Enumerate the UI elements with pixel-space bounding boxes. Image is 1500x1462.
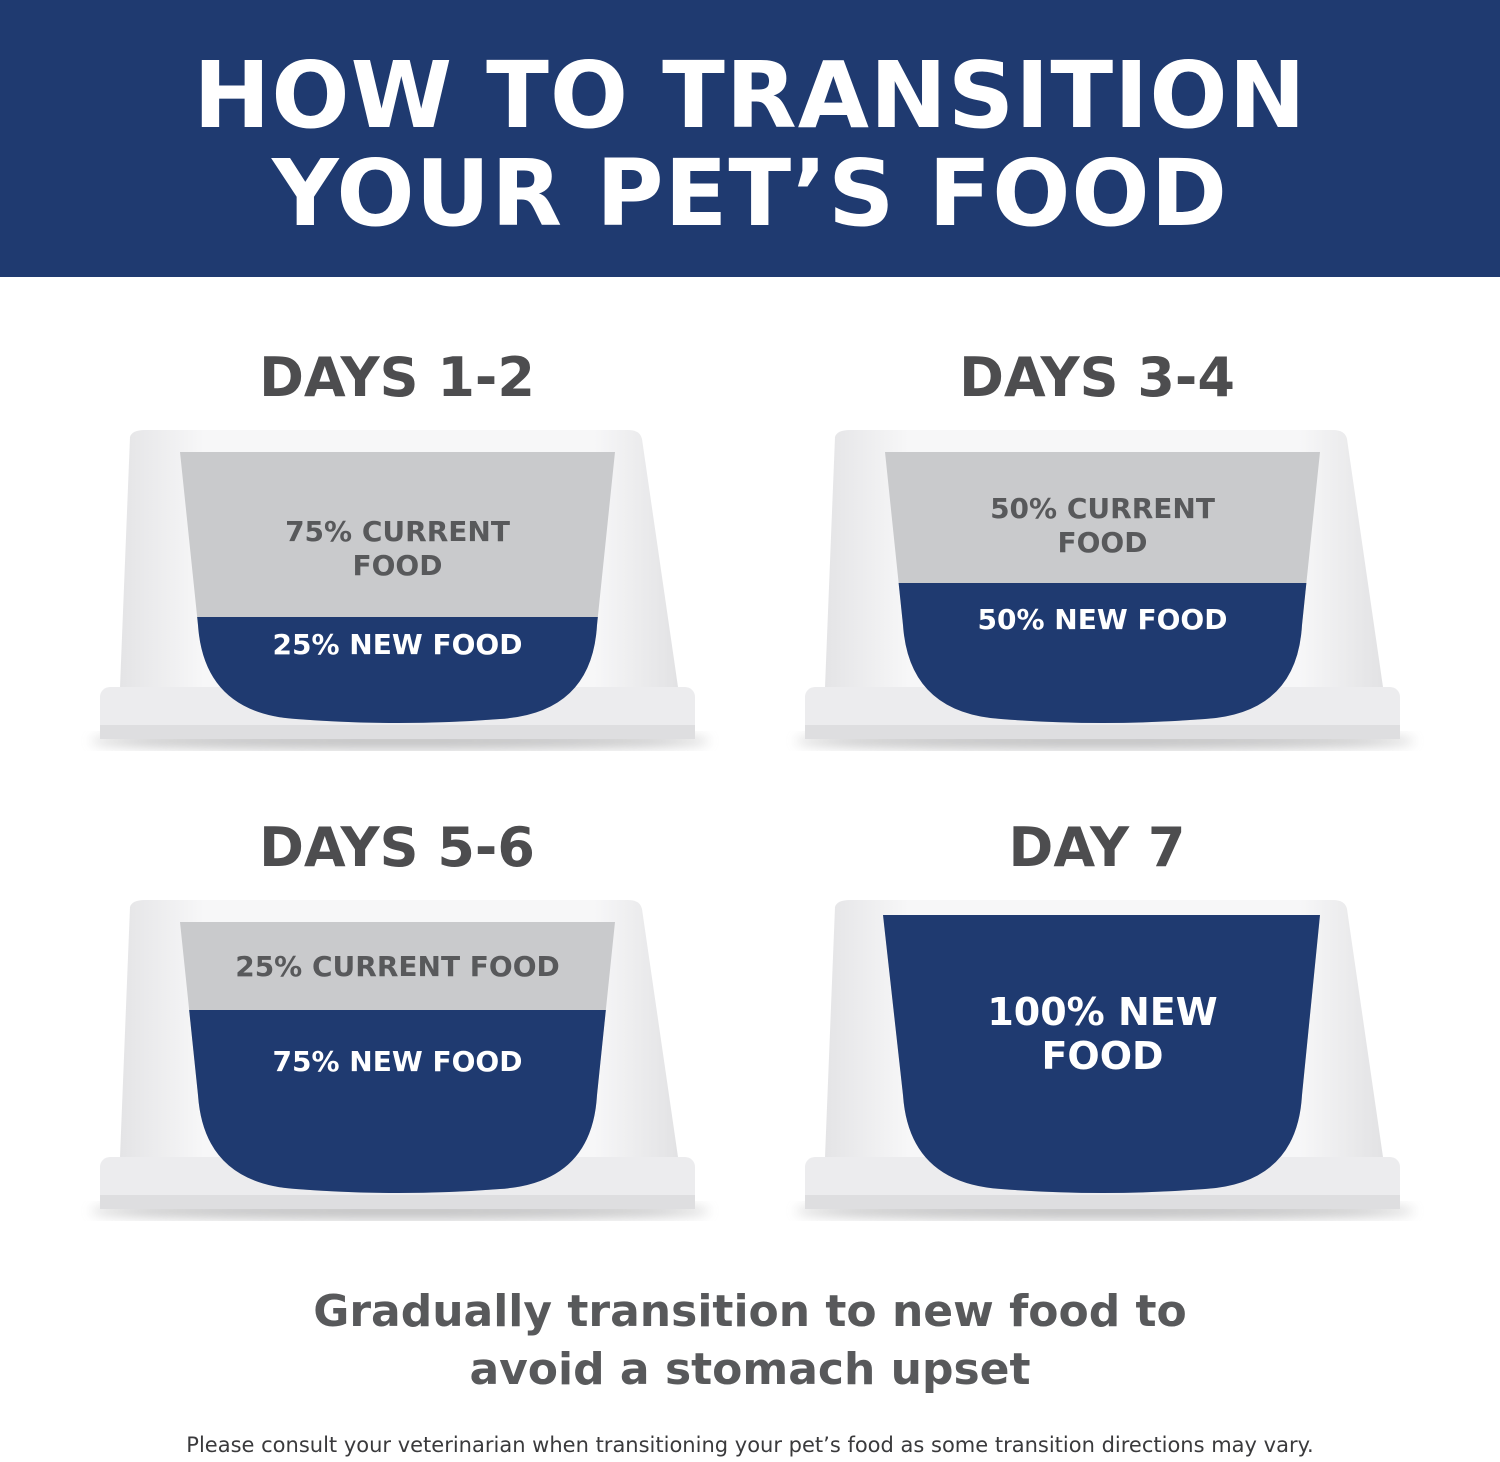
bowl-days-3-4: 50% CURRENT FOOD 50% NEW FOOD	[795, 425, 1425, 765]
bowl-graphic	[795, 430, 1415, 749]
header-banner: HOW TO TRANSITION YOUR PET’S FOOD	[0, 0, 1500, 277]
bowl-graphic	[90, 900, 710, 1219]
new-food-label: 75% NEW FOOD	[272, 1045, 523, 1078]
new-food-label: 25% NEW FOOD	[272, 628, 523, 661]
new-food-fill	[180, 1010, 615, 1193]
current-food-label: 50% CURRENT FOOD	[990, 492, 1215, 559]
new-food-fill	[180, 617, 615, 723]
title-line-1: HOW TO TRANSITION	[193, 42, 1307, 149]
tagline-line-1: Gradually transition to new food to	[313, 1286, 1187, 1337]
tagline-line-2: avoid a stomach upset	[469, 1344, 1031, 1395]
disclaimer: Please consult your veterinarian when tr…	[186, 1433, 1314, 1457]
new-food-label: 100% NEW FOOD	[987, 990, 1218, 1078]
new-food-fill	[883, 915, 1320, 1193]
step-title-days-5-6: DAYS 5-6	[259, 816, 535, 879]
bowl-days-5-6: 25% CURRENT FOOD 75% NEW FOOD	[90, 895, 720, 1235]
new-food-label: 50% NEW FOOD	[977, 603, 1228, 636]
current-food-label: 25% CURRENT FOOD	[235, 950, 560, 983]
bowl-graphic	[90, 430, 710, 749]
bowl-days-1-2: 75% CURRENT FOOD 25% NEW FOOD	[90, 425, 720, 765]
title-line-2: YOUR PET’S FOOD	[271, 140, 1229, 247]
new-food-fill	[885, 583, 1320, 723]
tagline: Gradually transition to new food to avoi…	[0, 1283, 1500, 1399]
step-title-days-3-4: DAYS 3-4	[959, 346, 1235, 409]
step-title-days-1-2: DAYS 1-2	[259, 346, 535, 409]
current-food-label: 75% CURRENT FOOD	[285, 515, 510, 582]
step-title-day-7: DAY 7	[1008, 816, 1186, 879]
bowl-graphic	[795, 900, 1415, 1219]
bowl-day-7: 100% NEW FOOD	[795, 895, 1425, 1235]
